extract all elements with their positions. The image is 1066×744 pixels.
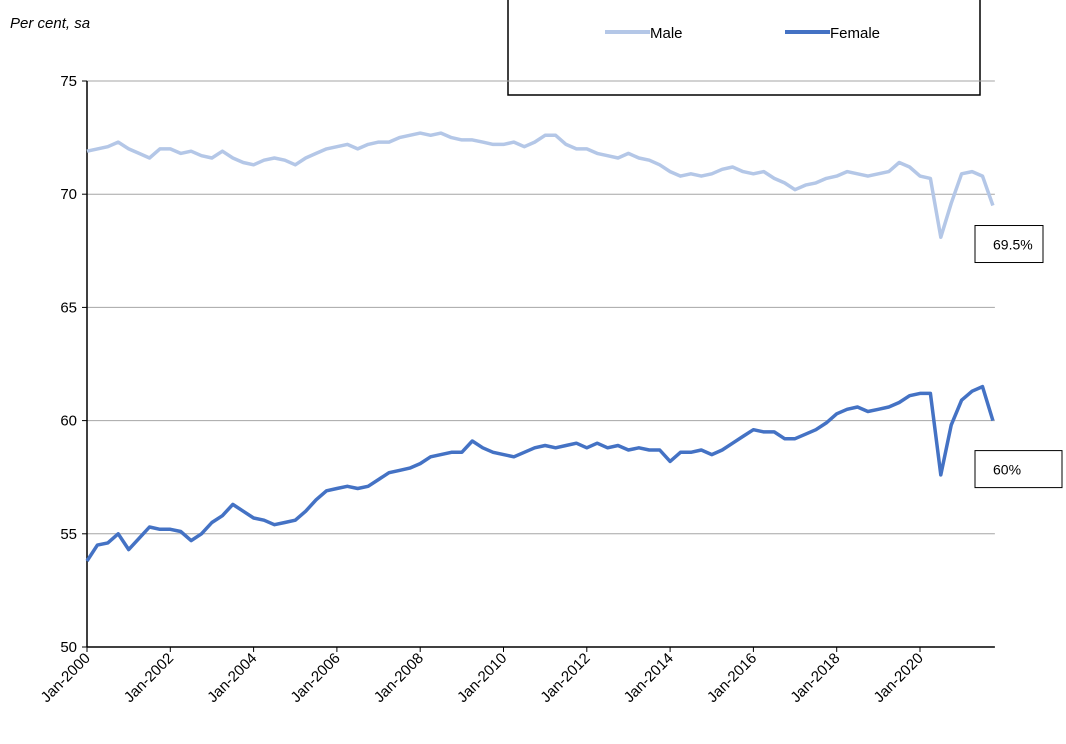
y-tick-label: 60: [60, 413, 77, 430]
legend-label: Male: [650, 25, 683, 42]
x-tick-label: Jan-2016: [704, 650, 760, 706]
annotation: 60%: [993, 462, 1021, 478]
y-tick-label: 50: [60, 639, 77, 656]
x-tick-label: Jan-2006: [287, 650, 343, 706]
y-tick-label: 70: [60, 186, 77, 203]
x-tick-label: Jan-2004: [204, 650, 260, 706]
annotation-box: [974, 225, 1044, 264]
x-tick-label: Jan-2014: [621, 650, 677, 706]
legend-label: Female: [830, 25, 880, 42]
x-tick-label: Jan-2018: [787, 650, 843, 706]
y-tick-label: 55: [60, 526, 77, 543]
x-tick-label: Jan-2020: [871, 650, 927, 706]
x-tick-label: Jan-2010: [454, 650, 510, 706]
series-line: [85, 384, 995, 562]
y-tick-label: 75: [60, 73, 77, 90]
y-tick-label: 65: [60, 299, 77, 316]
y-axis-label: Per cent, sa: [10, 15, 90, 32]
x-tick-label: Jan-2000: [38, 650, 94, 706]
annotation-box: [974, 450, 1063, 489]
x-tick-label: Jan-2008: [371, 650, 427, 706]
series-line: [86, 131, 995, 239]
annotation: 69.5%: [993, 237, 1033, 253]
x-tick-label: Jan-2002: [121, 650, 177, 706]
x-tick-label: Jan-2012: [537, 650, 593, 706]
legend-box: [507, 0, 981, 96]
